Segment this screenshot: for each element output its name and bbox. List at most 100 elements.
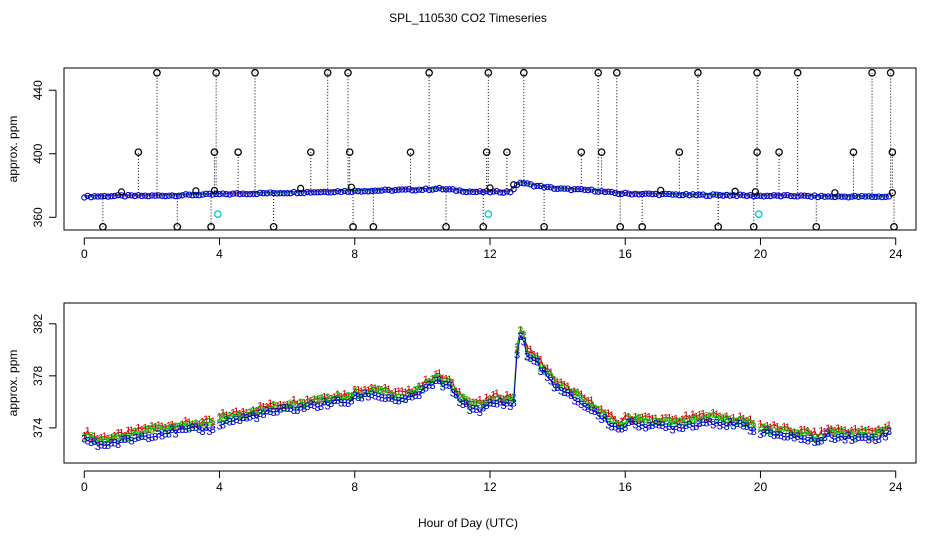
top-data-point	[263, 190, 271, 197]
series-2-point: 2	[741, 418, 747, 430]
series-2-point: 2	[517, 325, 523, 337]
series-2-point: 2	[680, 416, 686, 428]
series-1-point: 1	[771, 419, 777, 431]
top-data-point	[267, 189, 274, 196]
series-2-point: 2	[156, 423, 162, 435]
series-3-point: 3	[122, 434, 128, 446]
series-2-point: 2	[859, 430, 865, 442]
series-2-line	[84, 421, 214, 443]
series-1-point: 1	[575, 387, 581, 399]
spike-high-point	[793, 68, 802, 77]
bot-y-tick-label: 378	[31, 366, 45, 386]
series-2-point: 2	[294, 402, 300, 414]
series-1-point: 1	[433, 369, 439, 381]
top-data-point	[449, 186, 456, 193]
series-1-point: 1	[632, 412, 638, 424]
series-3-point: 3	[697, 418, 703, 430]
series-3-point: 3	[511, 398, 517, 410]
top-data-point	[682, 190, 690, 198]
series-1-point: 1	[636, 414, 642, 426]
series-2-point: 2	[230, 412, 236, 424]
series-2-point: 2	[876, 425, 882, 437]
series-1-point: 1	[301, 397, 307, 409]
series-3-point: 3	[189, 422, 195, 434]
series-1-point: 1	[321, 392, 327, 404]
spike-high-point	[753, 68, 761, 77]
series-3-point: 3	[582, 402, 588, 414]
series-2-point: 2	[260, 406, 266, 418]
top-data-point	[419, 186, 426, 194]
series-2-point: 2	[402, 394, 408, 406]
top-data-point	[287, 190, 294, 197]
series-3-point: 3	[872, 435, 878, 447]
top-x-tick-label: 16	[619, 247, 633, 261]
series-3-point: 3	[413, 390, 419, 402]
series-1-point: 1	[342, 389, 348, 401]
series-2-point: 2	[440, 378, 446, 390]
series-2-point: 2	[751, 421, 757, 433]
series-1-point: 1	[798, 424, 804, 436]
series-2-point: 2	[599, 407, 605, 419]
series-1-point: 1	[81, 430, 87, 442]
series-3-point: 3	[534, 356, 540, 368]
top-data-point	[530, 183, 538, 190]
top-data-point	[253, 190, 260, 198]
top-data-point	[625, 190, 632, 197]
series-3-point: 3	[203, 422, 209, 434]
top-data-point	[743, 192, 751, 199]
series-1-point: 1	[697, 410, 703, 422]
series-1-point: 1	[609, 410, 615, 422]
series-2-point: 2	[521, 330, 527, 342]
top-data-point	[855, 193, 862, 200]
series-1-point: 1	[145, 424, 151, 436]
top-data-point	[561, 185, 568, 192]
series-2-point: 2	[423, 379, 429, 391]
top-data-point	[821, 193, 828, 200]
series-1-point: 1	[599, 404, 605, 416]
spike-low-point	[269, 222, 278, 231]
spike-high-point	[251, 68, 259, 77]
top-data-point	[696, 191, 703, 198]
series-2-point: 2	[730, 416, 736, 428]
series-2-point: 2	[839, 426, 845, 438]
series-2-point: 2	[271, 401, 277, 413]
series-2-point: 2	[338, 393, 344, 405]
series-3-point: 3	[298, 402, 304, 414]
series-2-point: 2	[463, 394, 469, 406]
series-3-point: 3	[703, 418, 709, 430]
series-1-point: 1	[257, 401, 263, 413]
series-3-point: 3	[139, 431, 145, 443]
series-2-point: 2	[335, 391, 341, 403]
series-1-point: 1	[544, 363, 550, 375]
series-1-point: 1	[98, 433, 104, 445]
series-1-point: 1	[852, 424, 858, 436]
top-data-point	[321, 188, 328, 195]
series-3-point: 3	[152, 432, 158, 444]
top-data-point	[595, 188, 602, 195]
series-3-point: 3	[149, 432, 155, 444]
top-black-point	[510, 181, 518, 189]
series-3-point: 3	[271, 407, 277, 419]
spike-low-point	[616, 222, 625, 231]
series-1-point: 1	[595, 405, 601, 417]
series-3-point: 3	[595, 411, 601, 423]
series-2-point: 2	[724, 413, 730, 425]
series-2-point: 2	[798, 429, 804, 441]
top-data-point	[554, 185, 561, 192]
top-data-point	[500, 189, 507, 196]
series-1-point: 1	[169, 419, 175, 431]
series-2-point: 2	[497, 393, 503, 405]
series-2-point: 2	[443, 375, 449, 387]
series-1-point: 1	[855, 426, 861, 438]
top-black-point	[731, 187, 739, 195]
top-data-point	[256, 189, 264, 196]
series-1-point: 1	[426, 377, 432, 389]
series-3-point: 3	[352, 390, 358, 402]
series-2-point: 2	[237, 410, 243, 422]
series-3-point: 3	[304, 401, 310, 413]
top-data-point	[557, 185, 565, 192]
top-data-point	[425, 186, 433, 194]
top-data-point	[209, 191, 216, 198]
top-data-point	[317, 188, 325, 196]
top-data-point	[811, 192, 818, 199]
